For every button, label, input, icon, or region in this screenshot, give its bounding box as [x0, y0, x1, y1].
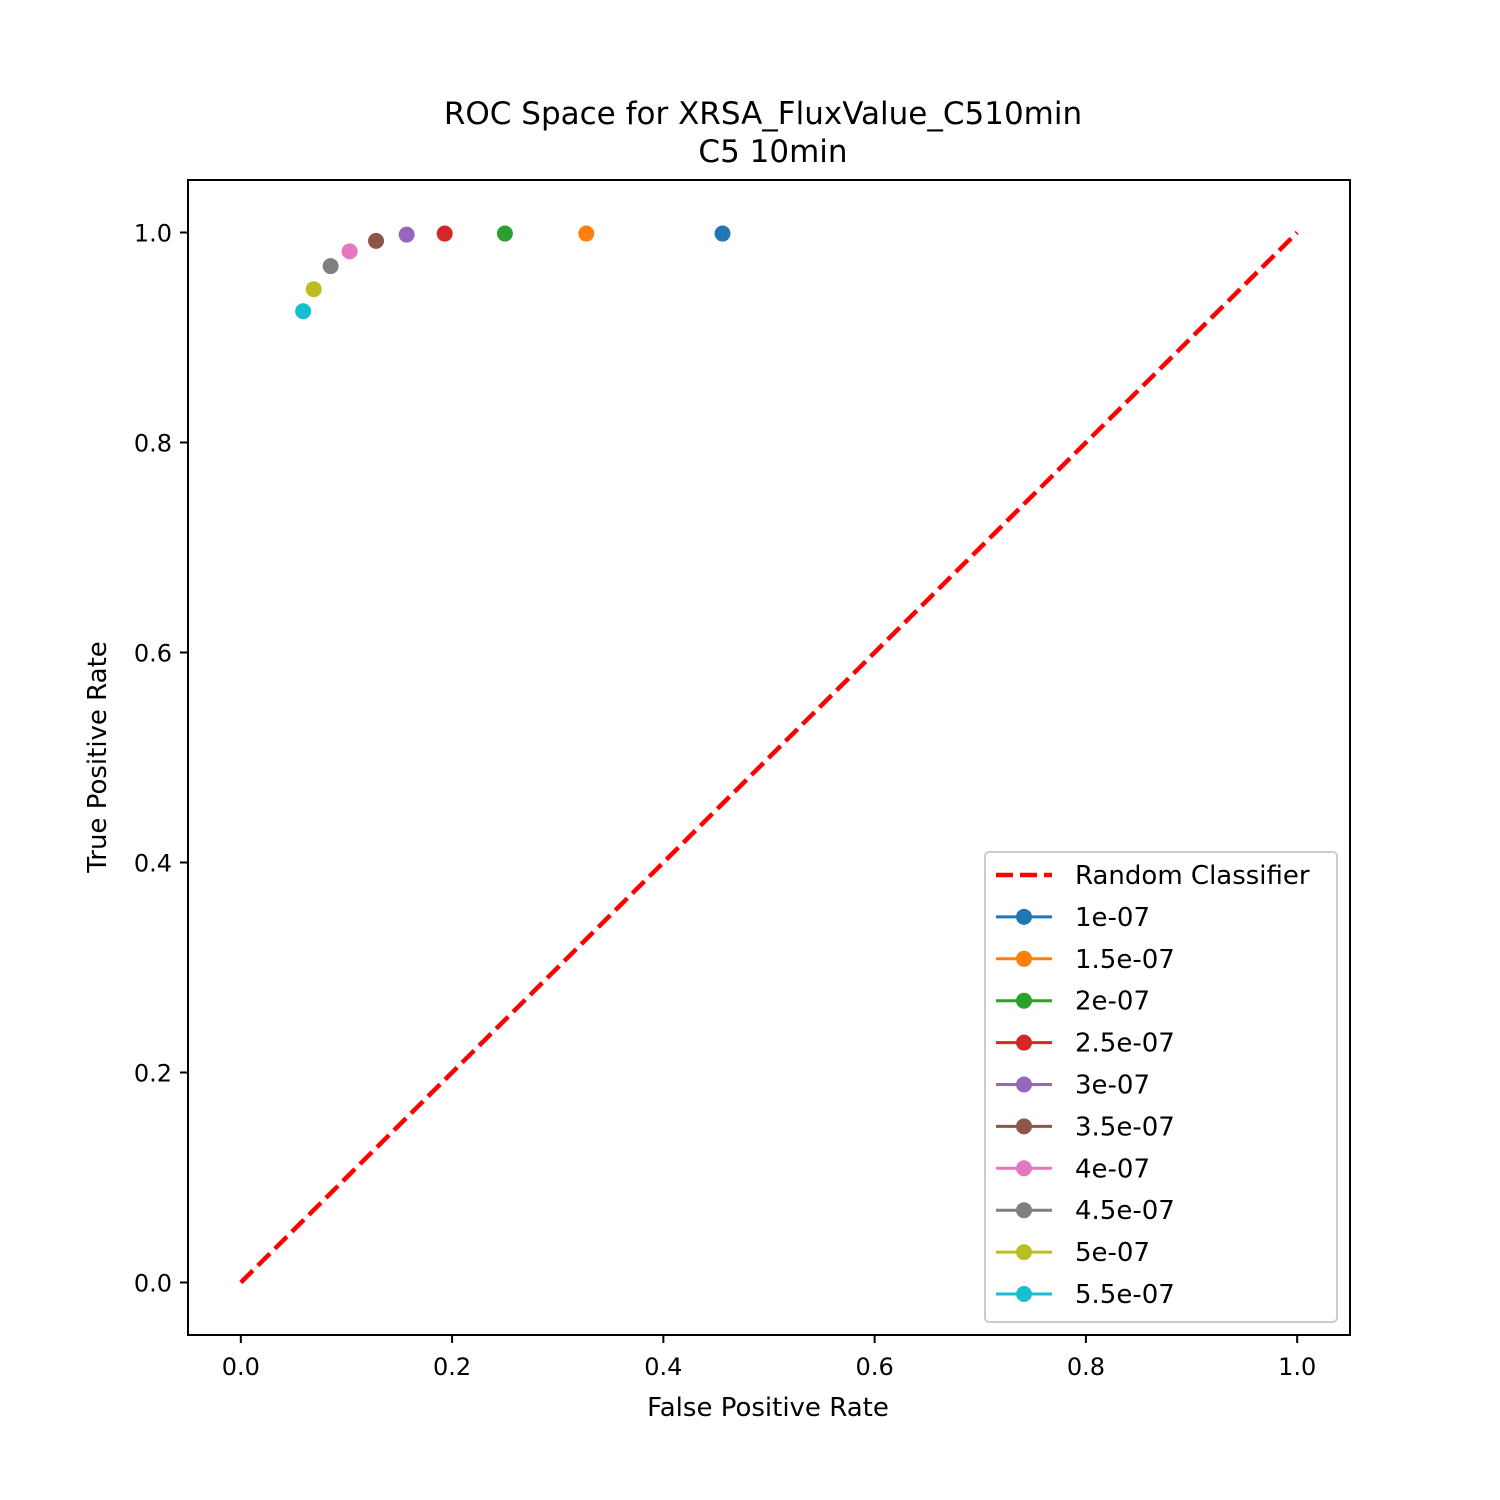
y-tick-label: 1.0 — [134, 220, 172, 248]
legend-series-label: 2e-07 — [1075, 987, 1150, 1017]
legend-series-label: 2.5e-07 — [1075, 1029, 1175, 1059]
legend-series-marker — [1016, 1034, 1032, 1051]
legend-series-label: 5.5e-07 — [1075, 1280, 1175, 1310]
legend-series-label: 1e-07 — [1075, 903, 1150, 933]
x-tick-label: 1.0 — [1278, 1353, 1316, 1381]
ticks-layer: 0.0 0.2 0.4 0.6 0.8 1.0 0.0 0.2 0.4 0.6 0.8 1.0 — [134, 220, 1316, 1382]
legend-series-label: 1.5e-07 — [1075, 945, 1175, 975]
plot-area — [239, 225, 1299, 1285]
legend-series-marker — [1016, 950, 1032, 967]
legend-series-marker — [1016, 1118, 1032, 1135]
roc-point — [496, 225, 513, 242]
x-tick-label: 0.2 — [433, 1353, 471, 1381]
roc-point — [578, 225, 595, 242]
roc-point — [305, 281, 322, 298]
legend-series-marker — [1016, 1286, 1032, 1302]
x-tick-label: 0.4 — [644, 1353, 682, 1381]
legend-series-marker — [1016, 992, 1032, 1009]
legend-frame — [984, 851, 1338, 1323]
legend-series-marker — [1016, 908, 1032, 925]
x-tick-label: 0.8 — [1067, 1353, 1105, 1381]
roc-point — [341, 243, 358, 260]
legend-series-marker — [1016, 1160, 1032, 1177]
x-tick-label: 0.6 — [856, 1353, 894, 1381]
roc-point — [398, 226, 415, 243]
legend-series-label: 3.5e-07 — [1075, 1112, 1175, 1142]
legend-series-label: 4.5e-07 — [1075, 1196, 1175, 1226]
x-tick-label: 0.0 — [222, 1353, 260, 1381]
legend-series-label: 4e-07 — [1075, 1154, 1150, 1184]
legend-random-classifier-label: Random Classifier — [1075, 861, 1310, 891]
roc-point — [295, 303, 312, 320]
legend: Random Classifier 1e-07 1.5e-07 2e-07 2.5e-0… — [984, 851, 1338, 1323]
x-axis-label: False Positive Rate — [647, 1393, 889, 1423]
y-tick-label: 0.6 — [134, 640, 172, 668]
y-axis-label: True Positive Rate — [83, 641, 113, 874]
legend-series-marker — [1016, 1244, 1032, 1261]
roc-point — [436, 225, 453, 242]
plot-frame — [187, 179, 1351, 1336]
roc-point — [368, 232, 385, 249]
y-tick-label: 0.8 — [134, 430, 172, 458]
y-tick-label: 0.4 — [134, 850, 172, 878]
chart-subtitle: C5 10min — [698, 134, 847, 170]
random-classifier-line — [239, 230, 1299, 1285]
y-tick-label: 0.0 — [134, 1270, 172, 1298]
roc-point — [714, 225, 731, 242]
roc-point — [322, 258, 339, 275]
legend-series-label: 3e-07 — [1075, 1071, 1150, 1101]
legend-series-marker — [1016, 1076, 1032, 1093]
chart-title: ROC Space for XRSA_FluxValue_C510min — [444, 96, 1082, 132]
legend-series-marker — [1016, 1202, 1032, 1219]
legend-series-label: 5e-07 — [1075, 1238, 1150, 1268]
y-tick-label: 0.2 — [134, 1060, 172, 1088]
